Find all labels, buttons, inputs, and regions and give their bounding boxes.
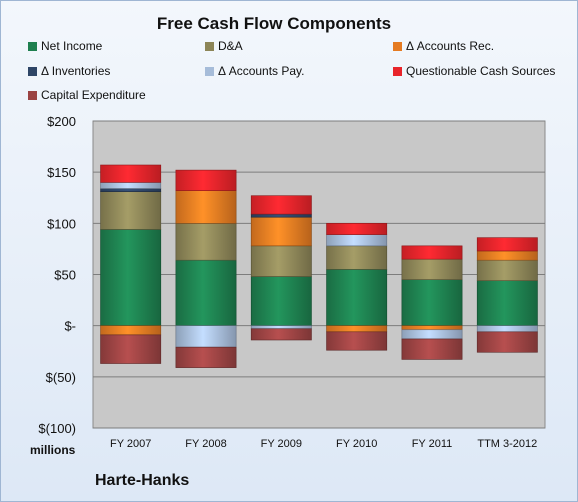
bar-segment (476, 280, 538, 326)
bar-segment (175, 325, 237, 348)
legend-item: Net Income (28, 39, 102, 53)
bar-segment (100, 325, 162, 336)
bar-segment (250, 213, 312, 218)
x-tick-label: FY 2009 (261, 438, 302, 450)
bar-segment (250, 195, 312, 215)
bar-segment (100, 229, 162, 326)
bar-segment (326, 245, 388, 270)
legend-item: Capital Expenditure (28, 88, 146, 102)
x-tick-label: TTM 3-2012 (477, 438, 537, 450)
legend-swatch (28, 91, 37, 100)
bar-segment (100, 164, 162, 183)
bar-segment (326, 234, 388, 247)
legend-item: Δ Accounts Pay. (205, 64, 305, 78)
bar-segment (401, 258, 463, 280)
bar-segment (326, 223, 388, 235)
legend-swatch (393, 67, 402, 76)
y-tick-label: $150 (47, 165, 76, 180)
legend-swatch (205, 67, 214, 76)
y-tick-label: $(100) (38, 421, 76, 436)
legend-label: Net Income (41, 39, 103, 53)
bar-segment (175, 223, 237, 261)
legend-swatch (28, 67, 37, 76)
legend-label: Δ Accounts Rec. (406, 39, 495, 53)
bar-segment (100, 182, 162, 189)
bar-segment (401, 338, 463, 360)
bar-segment (100, 334, 162, 364)
y-tick-label: $200 (47, 114, 76, 129)
y-tick-label: $(50) (46, 370, 76, 385)
legend-label: Questionable Cash Sources (406, 64, 556, 78)
bar-segment (401, 325, 463, 331)
bar-segment (250, 216, 312, 247)
bar-segment (250, 328, 312, 341)
y-tick-label: $50 (54, 268, 76, 283)
bar-segment (401, 245, 463, 260)
y-tick-label: $- (64, 319, 76, 334)
bar-segment (250, 245, 312, 277)
bar-segment (476, 250, 538, 261)
legend-swatch (205, 42, 214, 51)
x-tick-label: FY 2007 (110, 438, 151, 450)
bar-segment (476, 325, 538, 333)
x-tick-label: FY 2008 (185, 438, 226, 450)
y-tick-label: $100 (47, 216, 76, 231)
bar-segment (250, 276, 312, 326)
bar-segment (175, 190, 237, 224)
legend-label: D&A (218, 39, 243, 53)
bar-segment (175, 346, 237, 368)
company-label: Harte-Hanks (95, 472, 190, 489)
bar-segment (326, 269, 388, 326)
bar-segment (476, 259, 538, 281)
bar-segment (250, 325, 312, 330)
x-tick-label: FY 2010 (336, 438, 377, 450)
legend-item: Δ Inventories (28, 64, 110, 78)
unit-label: millions (30, 443, 76, 457)
legend-swatch (28, 42, 37, 51)
x-tick-label: FY 2011 (412, 438, 453, 450)
bar-segment (401, 329, 463, 340)
legend-label: Δ Accounts Pay. (218, 64, 305, 78)
bar-segment (401, 279, 463, 326)
bar-segment (476, 237, 538, 252)
chart-title: Free Cash Flow Components (156, 14, 392, 33)
bar-segment (175, 169, 237, 191)
bar-segment (476, 331, 538, 353)
legend-swatch (393, 42, 402, 51)
legend-item: Δ Accounts Rec. (393, 39, 494, 53)
bar-segment (175, 259, 237, 326)
legend-item: D&A (205, 39, 243, 53)
bar-segment (100, 188, 162, 192)
bar-segment (100, 191, 162, 230)
legend-label: Δ Inventories (41, 64, 111, 78)
bar-segment (326, 331, 388, 351)
legend-label: Capital Expenditure (41, 88, 146, 102)
legend-item: Questionable Cash Sources (393, 64, 555, 78)
bar-segment (326, 325, 388, 333)
